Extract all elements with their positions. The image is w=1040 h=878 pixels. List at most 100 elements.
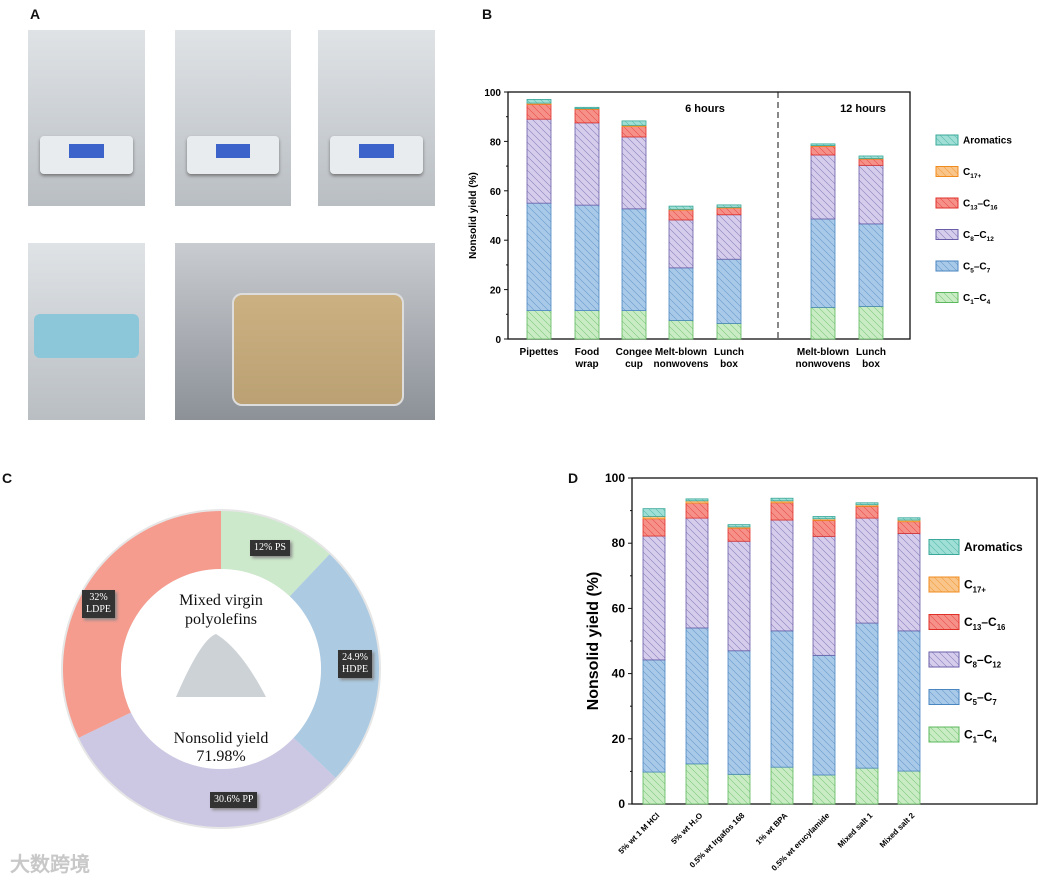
- b-legend-swatch: [935, 260, 959, 272]
- d-bar-segment: [855, 767, 879, 805]
- b-bar-segment: [716, 207, 742, 216]
- b-bar-segment: [668, 219, 694, 269]
- d-bar-segment: [727, 773, 751, 805]
- cup-photo: [318, 30, 435, 206]
- b-bar-segment: [858, 158, 884, 166]
- b-bar-segment: [858, 164, 884, 225]
- d-legend-label: C1–C4: [964, 728, 997, 745]
- d-bar-segment: [855, 622, 879, 769]
- b-xtick-label: box: [720, 359, 738, 370]
- b-ytick-label: 40: [490, 236, 502, 247]
- d-ytick-label: 40: [612, 667, 626, 681]
- b-bar-segment: [668, 205, 694, 210]
- b-legend-label: C8–C12: [963, 230, 994, 243]
- b-bar-segment: [810, 154, 836, 220]
- d-ytick-label: 100: [605, 471, 625, 485]
- c-subtitle: Nonsolid yield: [173, 730, 269, 747]
- b-xtick-label: Pipettes: [520, 347, 559, 358]
- b-xtick-label: Lunch: [856, 347, 886, 358]
- b-bar-segment: [526, 99, 552, 104]
- d-bar-segment: [685, 627, 709, 765]
- d-ytick-label: 60: [612, 601, 626, 615]
- watermark: 大数跨境: [10, 854, 90, 876]
- d-xtick-label: 1% wt BPA: [754, 811, 790, 847]
- b-bar-segment: [574, 122, 600, 206]
- c-donut-slice: [78, 712, 336, 828]
- d-bar-segment: [770, 766, 794, 805]
- b-bar-segment: [668, 320, 694, 340]
- b-bar-segment: [621, 136, 647, 210]
- c-donut-slice: [63, 511, 221, 738]
- d-ytick-label: 20: [612, 732, 626, 746]
- d-bar-segment: [642, 659, 666, 773]
- d-bar-segment: [812, 535, 836, 656]
- d-bar-segment: [727, 524, 751, 528]
- d-bar-segment: [812, 516, 836, 520]
- mask-photo: [28, 243, 145, 420]
- lunch-box-photo: [175, 243, 435, 420]
- d-bar-segment: [897, 630, 921, 772]
- b-ytick-label: 80: [490, 137, 502, 148]
- pipettes-photo: [28, 30, 145, 206]
- b-bar-segment: [526, 118, 552, 204]
- b-xtick-label: box: [862, 359, 880, 370]
- b-xtick-label: nonwovens: [653, 359, 708, 370]
- b-legend-label: C5–C7: [963, 262, 991, 275]
- d-bar-segment: [685, 517, 709, 629]
- b-xtick-label: wrap: [574, 359, 598, 370]
- b-bar-segment: [810, 143, 836, 146]
- b-bar-segment: [858, 223, 884, 307]
- b-ytick-label: 0: [495, 335, 501, 346]
- c-slice-label: 12% PS: [250, 540, 290, 556]
- b-bar-segment: [621, 208, 647, 311]
- b-bar-segment: [858, 305, 884, 340]
- d-bar-segment: [897, 517, 921, 521]
- d-legend-label: C13–C16: [964, 615, 1006, 632]
- d-bar-segment: [855, 505, 879, 519]
- d-xtick-label: 5% wt 1 M HCl: [617, 811, 662, 856]
- b-bar-segment: [621, 120, 647, 126]
- d-bar-segment: [642, 771, 666, 805]
- d-legend-label: C8–C12: [964, 653, 1002, 670]
- c-title-line1: Mixed virgin: [179, 592, 263, 609]
- b-legend-label: C13–C16: [963, 199, 998, 212]
- d-bar-segment: [642, 518, 666, 537]
- b-bar-segment: [621, 126, 647, 138]
- c-powder-pile-icon: [176, 634, 266, 697]
- b-legend-swatch: [935, 166, 959, 177]
- d-bar-segment: [897, 770, 921, 805]
- d-bar-segment: [812, 654, 836, 776]
- b-legend-swatch: [935, 292, 959, 303]
- food-wrap-photo: [175, 30, 291, 206]
- d-legend-label: C5–C7: [964, 690, 997, 707]
- d-bar-segment: [812, 519, 836, 537]
- b-bar-segment: [716, 323, 742, 340]
- panel-label-b: B: [482, 6, 493, 22]
- d-bar-segment: [685, 498, 709, 502]
- b-bar-segment: [668, 209, 694, 221]
- d-bar-segment: [812, 774, 836, 805]
- b-bar-segment: [526, 103, 552, 120]
- panel-label-d: D: [568, 470, 579, 486]
- b-xtick-label: Lunch: [714, 347, 744, 358]
- c-donut-slice: [289, 554, 379, 778]
- b-xtick-label: Congee: [616, 347, 653, 358]
- d-bar-segment: [727, 540, 751, 652]
- c-title-line2: polyolefins: [185, 611, 257, 628]
- d-legend-swatch: [928, 689, 960, 705]
- d-xtick-label: Mixed salt 1: [836, 811, 875, 850]
- d-ytick-label: 80: [612, 536, 626, 550]
- d-legend-label: C17+: [964, 578, 986, 595]
- b-legend-label: C17+: [963, 167, 981, 180]
- b-group-label: 6 hours: [685, 103, 725, 115]
- b-bar-segment: [716, 214, 742, 260]
- d-bar-segment: [897, 533, 921, 632]
- b-legend-swatch: [935, 229, 959, 240]
- d-xtick-label: Mixed salt 2: [878, 811, 917, 850]
- b-bar-segment: [574, 204, 600, 311]
- b-xtick-label: Food: [575, 347, 599, 358]
- b-legend-label: Aromatics: [963, 136, 1012, 147]
- b-group-label: 12 hours: [840, 103, 886, 115]
